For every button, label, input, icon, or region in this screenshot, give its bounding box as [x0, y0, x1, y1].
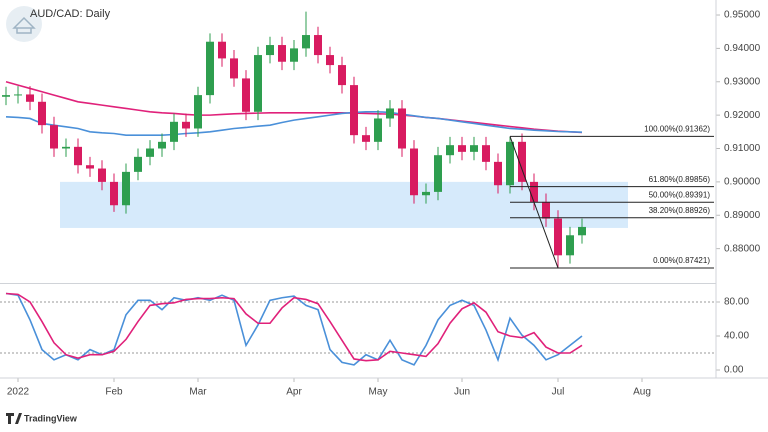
y-tick-label: 0.90000 [724, 177, 761, 188]
candle-body [482, 145, 490, 162]
candle-body [302, 35, 310, 49]
candle-body [158, 141, 166, 149]
candle-body [110, 181, 118, 206]
candle-body [14, 94, 22, 96]
candle-body [326, 55, 334, 66]
candle-body [446, 145, 454, 156]
x-tick-label: Apr [286, 387, 302, 398]
candle-body [122, 171, 130, 206]
y-tick-label: 0.88000 [724, 243, 761, 254]
candle-body [218, 41, 226, 59]
candle-body [434, 155, 442, 192]
candle-body [458, 145, 466, 152]
candle-body [242, 78, 250, 112]
fib-trendline [509, 136, 559, 269]
candle-body [86, 165, 94, 169]
candle-body [422, 191, 430, 196]
candle-body [98, 168, 106, 182]
y-tick-label: 0.94000 [724, 43, 761, 54]
candle-body [26, 94, 34, 102]
candle-body [566, 235, 574, 256]
series-line [5, 110, 583, 136]
series-line [5, 80, 583, 134]
candle-body [278, 45, 286, 62]
series-line [5, 292, 583, 362]
candle-body [266, 45, 274, 56]
candle-body [362, 135, 370, 142]
x-tick-label: Jul [552, 387, 565, 398]
candle-body [2, 95, 10, 97]
x-tick-label: 2022 [7, 387, 30, 398]
fib-label: 100.00%(0.91362) [644, 125, 710, 134]
candle-body [290, 48, 298, 62]
y-tick-label: 0.89000 [724, 210, 761, 221]
candle-body [38, 101, 46, 126]
x-tick-label: Feb [105, 387, 123, 398]
y-tick-label: 40.00 [724, 331, 749, 342]
x-tick-label: May [369, 387, 388, 398]
y-tick-label: 0.93000 [724, 76, 761, 87]
x-tick-label: Aug [633, 387, 651, 398]
candle-body [146, 148, 154, 157]
candle-body [398, 108, 406, 149]
plot-layer: 0.88000 0.89000 0.90000 0.91000 0.92000 0.930… [0, 10, 761, 398]
candle-body [470, 145, 478, 152]
y-tick-label: 80.00 [724, 297, 749, 308]
candle-body [74, 146, 82, 166]
candle-body [254, 55, 262, 112]
candle-body [338, 65, 346, 86]
candle-body [542, 201, 550, 219]
fib-label: 0.00%(0.87421) [653, 256, 710, 265]
footer-logo: TradingView [6, 413, 78, 424]
candle-body [134, 156, 142, 172]
candle-body [194, 95, 202, 129]
y-tick-label: 0.92000 [724, 110, 761, 121]
candle-body [50, 125, 58, 149]
fib-label: 50.00%(0.89391) [649, 190, 711, 199]
fib-label: 61.80%(0.89856) [649, 175, 711, 184]
candle-body [530, 181, 538, 202]
x-tick-label: Mar [189, 387, 207, 398]
candle-body [62, 146, 70, 149]
y-tick-label: 0.91000 [724, 143, 761, 154]
candle-body [518, 141, 526, 182]
y-tick-label: 0.00 [724, 365, 744, 376]
candle-body [374, 118, 382, 142]
chart-title: AUD/CAD: Daily [30, 8, 111, 20]
footer-text: TradingView [24, 413, 78, 423]
candle-body [578, 226, 586, 236]
candle-body [554, 218, 562, 256]
fib-label: 38.20%(0.88926) [649, 206, 711, 215]
candle-body [494, 161, 502, 186]
candle-body [170, 121, 178, 142]
candle-body [314, 35, 322, 56]
y-tick-label: 0.95000 [724, 10, 761, 21]
candle-body [206, 41, 214, 96]
candle-body [506, 141, 514, 186]
candle-body [182, 121, 190, 129]
x-tick-label: Jun [454, 387, 470, 398]
logo-badge [6, 6, 42, 42]
candle-body [386, 108, 394, 119]
candle-body [410, 148, 418, 196]
candle-body [230, 58, 238, 79]
candle-body [350, 85, 358, 136]
tv-logo [6, 413, 22, 424]
logo-icon [12, 16, 36, 34]
